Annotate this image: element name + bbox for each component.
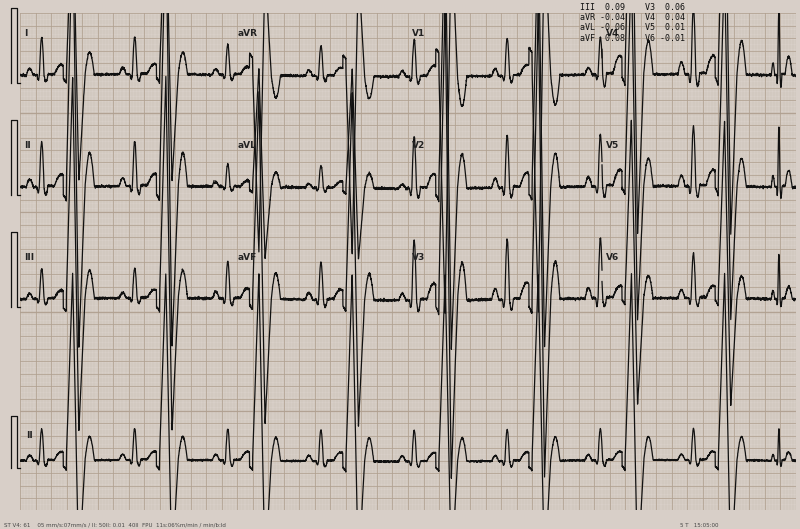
Text: aVF: aVF	[238, 253, 257, 262]
Text: II: II	[24, 141, 30, 150]
Text: V2: V2	[412, 141, 425, 150]
Text: aVL: aVL	[238, 141, 256, 150]
Text: V3: V3	[412, 253, 425, 262]
Text: ST V4: 61    05 mm/s:07mm/s / II: 50II: 0.01  40II  FPU  11s:06%m/min / min/b:ld: ST V4: 61 05 mm/s:07mm/s / II: 50II: 0.0…	[4, 523, 226, 528]
Text: III: III	[24, 253, 34, 262]
Text: II: II	[26, 431, 33, 440]
Text: III  0.09    V3  0.06
aVR -0.04    V4  0.04
aVL -0.06    V5  0.01
aVF  0.08    V: III 0.09 V3 0.06 aVR -0.04 V4 0.04 aVL -…	[580, 3, 685, 43]
Text: 5 T   15:05:00: 5 T 15:05:00	[680, 523, 718, 528]
Text: V4: V4	[606, 29, 619, 38]
Text: aVR: aVR	[238, 29, 258, 38]
Text: I: I	[24, 29, 27, 38]
Text: V6: V6	[606, 253, 619, 262]
Text: V1: V1	[412, 29, 425, 38]
Text: V5: V5	[606, 141, 619, 150]
